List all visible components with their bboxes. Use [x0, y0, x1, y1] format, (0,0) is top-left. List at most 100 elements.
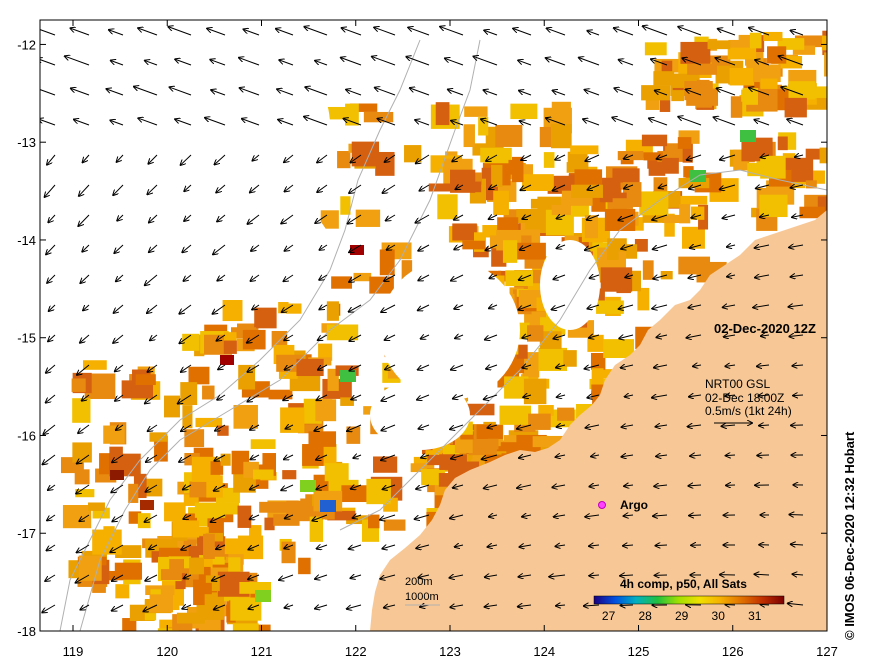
wind-arrow — [380, 514, 396, 520]
sst-pixel-block — [353, 272, 372, 282]
sst-pixel-block — [78, 555, 102, 581]
wind-arrow — [622, 425, 634, 427]
sst-pixel-block — [543, 152, 555, 168]
wind-arrow — [490, 275, 498, 278]
sst-pixel-block — [72, 398, 91, 423]
wind-arrow — [588, 184, 600, 190]
wind-arrow — [519, 455, 532, 458]
sst-cool-block — [740, 130, 756, 142]
wind-arrow — [181, 424, 192, 431]
wind-arrow — [688, 485, 702, 486]
sst-pixel-block — [401, 260, 413, 285]
wind-arrow — [755, 574, 770, 575]
x-tick-label: 124 — [533, 644, 555, 659]
sst-pixel-block — [599, 190, 613, 203]
sst-pixel-block — [254, 307, 277, 329]
wind-arrow — [587, 31, 600, 36]
sst-pixel-block — [320, 210, 339, 229]
sst-pixel-block — [128, 483, 139, 503]
wind-arrow — [212, 574, 226, 581]
wind-arrow — [793, 395, 804, 396]
wind-arrow — [115, 394, 124, 401]
wind-arrow — [315, 214, 328, 223]
sst-pixel-block — [452, 223, 477, 241]
wind-arrow — [134, 87, 158, 96]
sst-pixel-block — [349, 103, 378, 112]
sst-pixel-block — [318, 343, 333, 361]
wind-arrow — [519, 274, 532, 280]
wind-arrow — [791, 30, 804, 36]
wind-arrow — [557, 245, 566, 248]
wind-arrow — [585, 154, 600, 161]
wind-arrow — [80, 274, 90, 283]
wind-arrow — [482, 454, 498, 459]
wind-arrow — [453, 395, 464, 399]
sst-pixel-block — [280, 407, 305, 433]
wind-arrow — [110, 544, 124, 552]
sst-pixel-block — [464, 106, 488, 117]
sst-pixel-block — [463, 124, 475, 148]
wind-arrow — [149, 545, 158, 549]
wind-arrow — [106, 89, 124, 96]
wind-arrow — [47, 154, 56, 165]
sst-pixel-block — [799, 206, 825, 219]
wind-arrow — [111, 484, 124, 492]
wind-arrow — [689, 395, 702, 397]
sst-pixel-block — [160, 569, 182, 581]
wind-arrow — [718, 29, 736, 36]
date-label: 02-Dec-2020 12Z — [714, 321, 816, 336]
sst-pixel-block — [203, 533, 215, 560]
wind-arrow — [211, 514, 226, 522]
sst-pixel-block — [502, 240, 518, 263]
wind-arrow — [449, 575, 464, 578]
wind-arrow — [756, 185, 770, 188]
wind-arrow — [182, 244, 192, 252]
sst-pixel-block — [522, 164, 534, 179]
wind-arrow — [553, 184, 566, 191]
sst-cool-block — [340, 370, 356, 382]
wind-arrow — [351, 394, 362, 400]
wind-arrow — [716, 58, 736, 66]
wind-arrow — [792, 215, 804, 217]
wind-arrow — [78, 214, 90, 226]
wind-arrow — [111, 61, 124, 66]
wind-arrow — [179, 454, 192, 462]
wind-arrow — [40, 29, 56, 36]
wind-arrow — [556, 605, 566, 606]
sst-pixel-block — [584, 215, 598, 239]
wind-arrow — [556, 545, 566, 546]
sst-pixel-block — [642, 260, 654, 280]
sst-pixel-block — [801, 82, 815, 97]
sst-pixel-block — [696, 98, 712, 108]
wind-arrow — [518, 304, 532, 310]
wind-arrow — [519, 575, 532, 577]
wind-arrow — [179, 304, 192, 314]
wind-arrow — [726, 455, 736, 456]
wind-arrow — [717, 88, 736, 96]
colorbar-tick-label: 30 — [712, 609, 726, 623]
sst-pixel-block — [273, 514, 300, 526]
wind-arrow — [753, 305, 770, 308]
sst-pixel-block — [499, 405, 532, 425]
wind-arrow — [342, 28, 362, 36]
wind-arrow — [317, 184, 328, 192]
wind-arrow — [406, 57, 430, 66]
wind-arrow — [381, 424, 396, 430]
wind-arrow — [792, 365, 804, 366]
wind-arrow — [46, 364, 56, 373]
argo-marker — [598, 501, 606, 509]
wind-arrow — [214, 604, 226, 610]
sst-pixel-block — [164, 395, 180, 418]
wind-arrow — [481, 119, 498, 126]
wind-arrow — [282, 304, 294, 312]
wind-arrow — [80, 334, 90, 343]
wind-arrow — [113, 334, 124, 343]
wind-arrow — [792, 574, 804, 575]
wind-arrow — [556, 455, 566, 457]
sst-pixel-block — [157, 628, 181, 631]
sst-pixel-block — [151, 551, 166, 563]
y-axis: -12 -13 -14 -15 -16 -17 -18 — [17, 37, 827, 639]
wind-arrow — [485, 334, 498, 340]
sst-pixel-block — [641, 85, 671, 101]
